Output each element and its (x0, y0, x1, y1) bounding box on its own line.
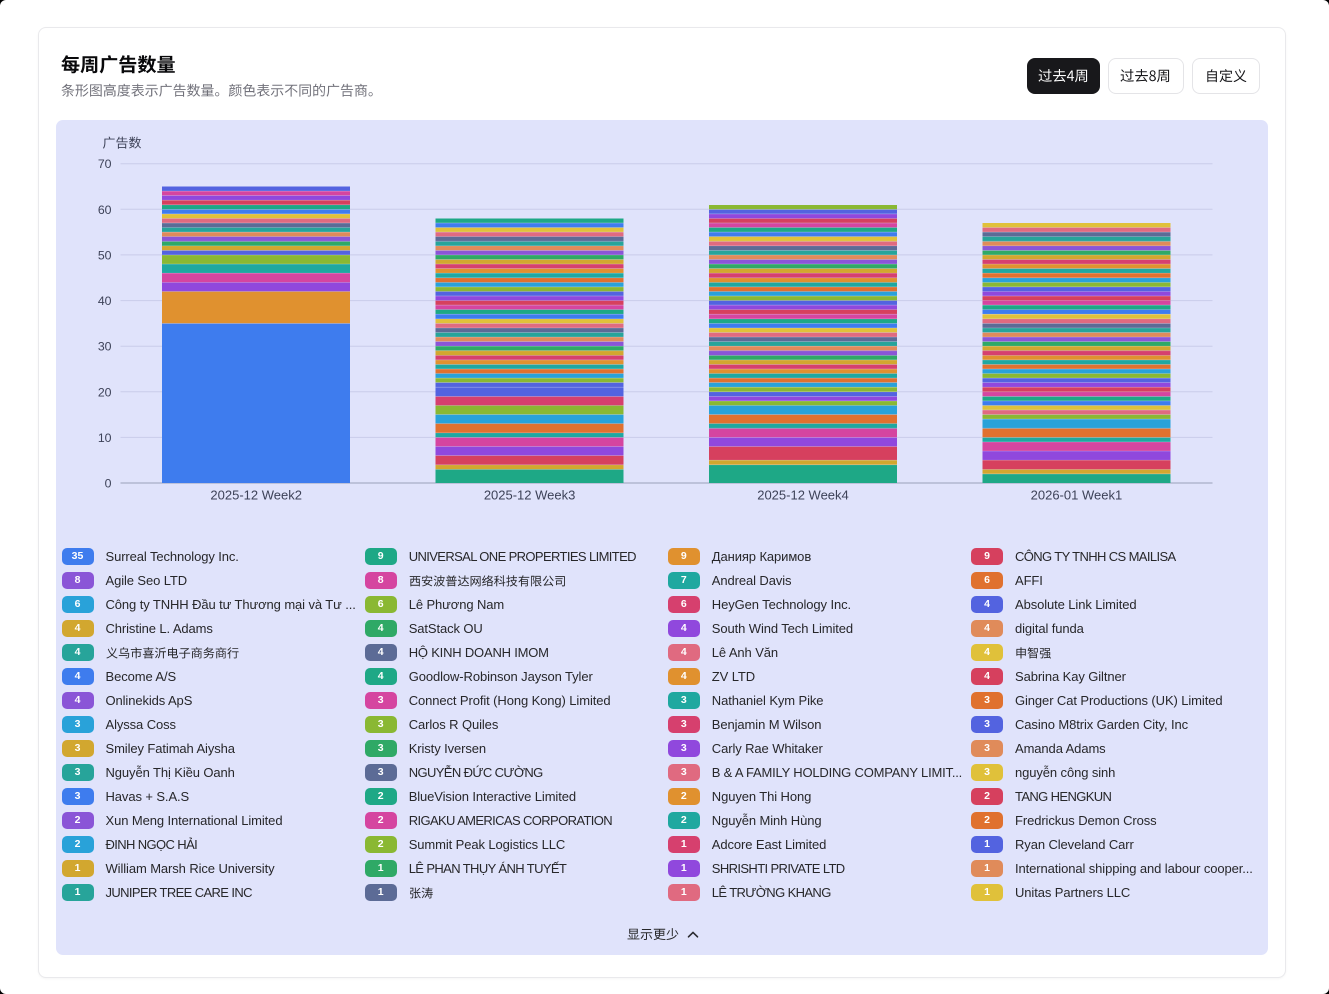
svg-text:2026-01 Week1: 2026-01 Week1 (1030, 488, 1122, 503)
svg-text:2025-12 Week2: 2025-12 Week2 (210, 488, 302, 503)
svg-text:2025-12 Week4: 2025-12 Week4 (757, 488, 849, 503)
svg-text:10: 10 (97, 431, 111, 445)
svg-text:70: 70 (97, 157, 111, 171)
svg-text:60: 60 (97, 203, 111, 217)
svg-text:0: 0 (104, 477, 111, 491)
svg-text:30: 30 (97, 340, 111, 354)
svg-text:40: 40 (97, 294, 111, 308)
svg-text:20: 20 (97, 385, 111, 399)
svg-text:2025-12 Week3: 2025-12 Week3 (483, 488, 575, 503)
svg-text:50: 50 (97, 248, 111, 262)
